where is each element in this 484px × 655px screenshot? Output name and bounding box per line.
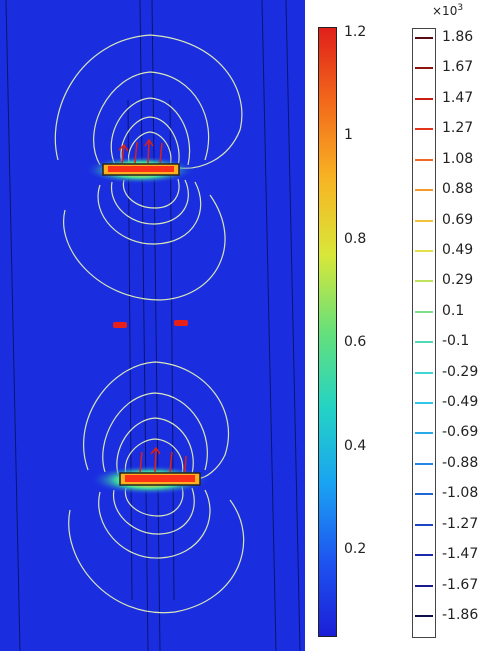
plot-background xyxy=(0,0,305,651)
right-marker xyxy=(174,320,188,326)
field-plot xyxy=(0,0,305,652)
contour-legend-label: 0.1 xyxy=(442,302,465,319)
contour-legend-label: 0.29 xyxy=(442,272,474,289)
contour-legend-swatch xyxy=(415,523,433,526)
contour-legend-swatch xyxy=(415,615,433,617)
contour-legend-label: 0.49 xyxy=(442,241,474,258)
contour-exponent: ×103 xyxy=(432,3,463,18)
contour-legend-swatch xyxy=(415,97,433,100)
contour-legend-swatch xyxy=(415,432,433,435)
contour-legend-swatch xyxy=(415,128,433,131)
contour-legend-swatch xyxy=(415,189,433,192)
lower-source-core xyxy=(125,475,195,482)
upper-arrows xyxy=(118,138,163,164)
lower-arrows xyxy=(139,446,187,473)
contour-legend-swatch xyxy=(415,493,433,496)
contour-legend-swatch xyxy=(415,341,433,344)
contour-legend-swatch xyxy=(415,158,433,161)
contour-legend-label: -0.88 xyxy=(442,454,479,471)
contour-legend-label: -1.08 xyxy=(442,485,479,502)
contour-legend-swatch xyxy=(415,219,433,222)
colorbar-label: 1.2 xyxy=(344,24,367,40)
contour-legend-label: -0.1 xyxy=(442,333,470,350)
contour-legend-label: 0.69 xyxy=(442,211,474,228)
contour-legend-label: -1.67 xyxy=(442,576,479,593)
contour-legend-label: 1.67 xyxy=(442,59,474,76)
upper-source-core xyxy=(108,166,174,172)
contour-legend-swatch xyxy=(415,310,433,313)
colorbar-label: 0.2 xyxy=(344,540,367,557)
contour-legend-label: -0.29 xyxy=(442,363,479,380)
colorbar-gradient xyxy=(318,27,337,637)
contour-legend-swatch xyxy=(415,37,433,39)
contour-legend-swatch xyxy=(415,402,433,405)
contour-legend-swatch xyxy=(415,554,433,557)
contour-legend-swatch xyxy=(415,249,433,252)
left-marker xyxy=(113,322,127,328)
contour-legend-label: 1.27 xyxy=(442,120,474,137)
contour-legend-label: -0.49 xyxy=(442,394,479,411)
contour-legend-label: 1.08 xyxy=(442,150,474,167)
contour-legend-label: -1.27 xyxy=(442,515,479,532)
contour-legend-label: 1.47 xyxy=(442,89,474,106)
colorbar-label: 0.6 xyxy=(344,334,367,351)
contour-legend-box xyxy=(412,28,436,638)
colorbar-label: 0.8 xyxy=(344,230,367,247)
contour-legend-swatch xyxy=(415,280,433,283)
contour-legend-swatch xyxy=(415,462,433,465)
contour-legend-label: 0.88 xyxy=(442,181,474,198)
contour-legend-swatch xyxy=(415,67,433,70)
contour-legend-label: -1.86 xyxy=(442,607,479,623)
colorbar-label: 1 xyxy=(344,127,353,144)
contour-legend-label: -1.47 xyxy=(442,546,479,563)
field-plot-svg xyxy=(0,0,305,652)
exponent-power: 3 xyxy=(457,3,464,13)
contour-legend-label: 1.86 xyxy=(442,29,474,45)
exponent-base: ×10 xyxy=(432,4,458,18)
contour-legend-label: -0.69 xyxy=(442,424,479,441)
contour-legend-swatch xyxy=(415,584,433,587)
colorbar-label: 0.4 xyxy=(344,437,367,454)
contour-legend-swatch xyxy=(415,371,433,374)
lower-field-contours xyxy=(68,361,245,614)
